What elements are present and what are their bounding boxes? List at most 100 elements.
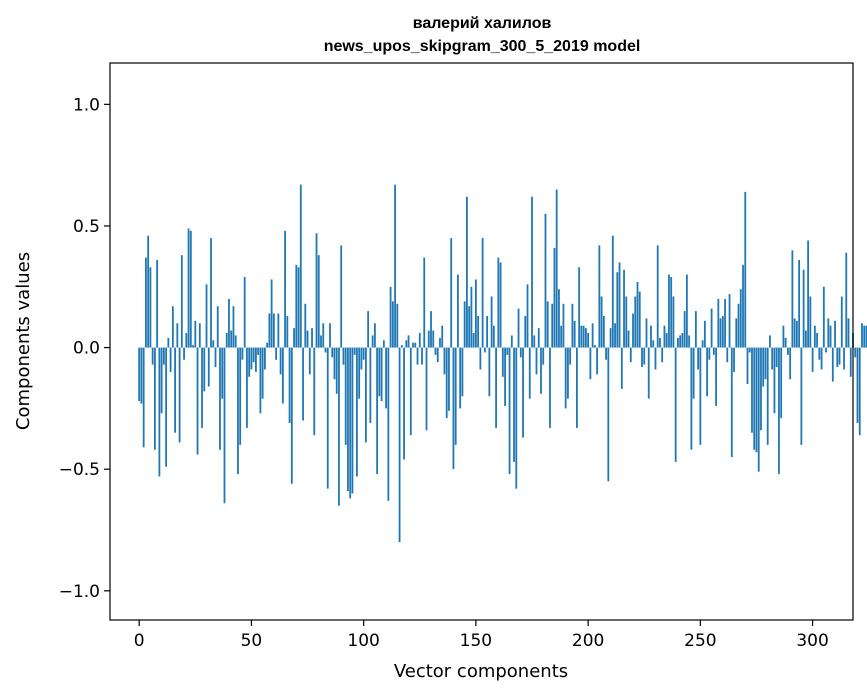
bar-component-251 — [701, 340, 704, 348]
bar-component-247 — [692, 347, 695, 399]
bar-component-119 — [405, 340, 408, 348]
bar-component-269 — [742, 264, 744, 348]
bar-component-294 — [798, 260, 801, 348]
bar-component-104 — [371, 335, 374, 348]
bar-component-286 — [780, 347, 783, 419]
bar-component-38 — [223, 347, 226, 504]
bar-component-101 — [365, 347, 367, 443]
bar-component-37 — [221, 347, 224, 399]
bar-component-292 — [793, 318, 796, 348]
y-axis-label: Components values — [13, 252, 34, 430]
bar-component-268 — [739, 289, 742, 348]
bar-component-310 — [834, 320, 836, 348]
bar-component-249 — [697, 347, 700, 370]
bar-component-109 — [382, 340, 385, 348]
x-tick-label: 300 — [796, 631, 828, 651]
bar-component-9 — [158, 347, 161, 477]
bar-component-242 — [681, 332, 684, 348]
bar-component-297 — [804, 330, 807, 348]
bar-component-84 — [326, 347, 329, 489]
bar-component-223 — [638, 291, 641, 348]
bar-component-151 — [477, 315, 480, 348]
bar-component-14 — [169, 347, 172, 372]
bar-component-322 — [861, 323, 863, 348]
bar-component-164 — [506, 347, 509, 355]
bar-component-34 — [214, 347, 217, 368]
bar-component-282 — [771, 347, 774, 370]
bar-component-57 — [266, 342, 269, 348]
x-tick-label: 200 — [572, 631, 604, 651]
bar-component-274 — [753, 347, 756, 450]
bar-component-158 — [492, 325, 495, 348]
y-tick-label: −1.0 — [59, 582, 100, 602]
bar-component-202 — [591, 323, 594, 348]
bar-component-154 — [483, 347, 486, 353]
bar-component-45 — [239, 347, 242, 445]
bar-component-254 — [708, 347, 711, 360]
bar-component-255 — [710, 308, 713, 348]
bar-component-221 — [634, 296, 637, 348]
bar-component-180 — [542, 347, 545, 365]
bar-component-80 — [317, 255, 320, 348]
bar-component-74 — [304, 303, 307, 348]
bar-component-5 — [149, 267, 152, 348]
bar-component-216 — [623, 269, 625, 348]
bar-component-17 — [176, 323, 179, 348]
bar-component-259 — [719, 318, 722, 348]
bar-component-227 — [647, 347, 650, 399]
bar-component-66 — [286, 315, 289, 348]
bar-component-36 — [219, 347, 221, 450]
bar-component-206 — [600, 296, 603, 348]
bar-component-271 — [746, 347, 749, 385]
bar-component-23 — [189, 230, 192, 348]
bar-component-71 — [297, 267, 300, 348]
bar-component-220 — [632, 313, 634, 348]
bar-component-22 — [187, 228, 190, 348]
bar-component-248 — [694, 311, 697, 348]
bar-component-20 — [183, 347, 185, 360]
bar-component-239 — [674, 347, 677, 462]
bar-component-98 — [358, 347, 361, 399]
bar-component-213 — [616, 272, 619, 348]
bar-component-298 — [807, 240, 810, 348]
bar-component-152 — [479, 347, 482, 370]
bar-component-142 — [457, 274, 459, 348]
bar-component-76 — [308, 347, 311, 375]
bar-component-176 — [533, 335, 536, 348]
bar-component-183 — [549, 347, 551, 428]
bar-component-246 — [690, 347, 693, 450]
x-tick-label: 0 — [134, 631, 145, 651]
bar-component-301 — [813, 325, 816, 348]
bar-component-289 — [787, 347, 789, 355]
bar-component-265 — [733, 347, 735, 372]
bar-component-156 — [488, 347, 491, 397]
bar-component-159 — [495, 347, 497, 428]
bar-component-204 — [596, 347, 598, 375]
bar-component-65 — [284, 230, 286, 348]
bar-component-218 — [627, 330, 630, 348]
bar-component-111 — [387, 347, 390, 501]
x-axis-label: Vector components — [394, 661, 568, 682]
bar-component-228 — [650, 325, 652, 348]
bar-component-140 — [452, 347, 455, 470]
bar-component-12 — [165, 347, 168, 467]
bar-component-192 — [569, 347, 572, 365]
bar-component-112 — [389, 286, 392, 348]
bar-component-146 — [466, 196, 468, 348]
bar-component-53 — [257, 347, 260, 355]
bar-component-193 — [571, 303, 574, 348]
bar-component-24 — [192, 345, 194, 348]
bar-component-302 — [816, 332, 818, 348]
bar-component-285 — [778, 347, 780, 475]
bar-component-130 — [430, 311, 432, 348]
bar-component-171 — [522, 347, 524, 438]
bar-component-280 — [766, 347, 769, 445]
bar-component-211 — [611, 235, 614, 348]
bar-component-73 — [302, 347, 304, 421]
bar-component-72 — [299, 184, 302, 348]
bar-component-272 — [748, 347, 751, 353]
bar-component-78 — [313, 347, 316, 436]
bar-component-113 — [391, 301, 394, 348]
